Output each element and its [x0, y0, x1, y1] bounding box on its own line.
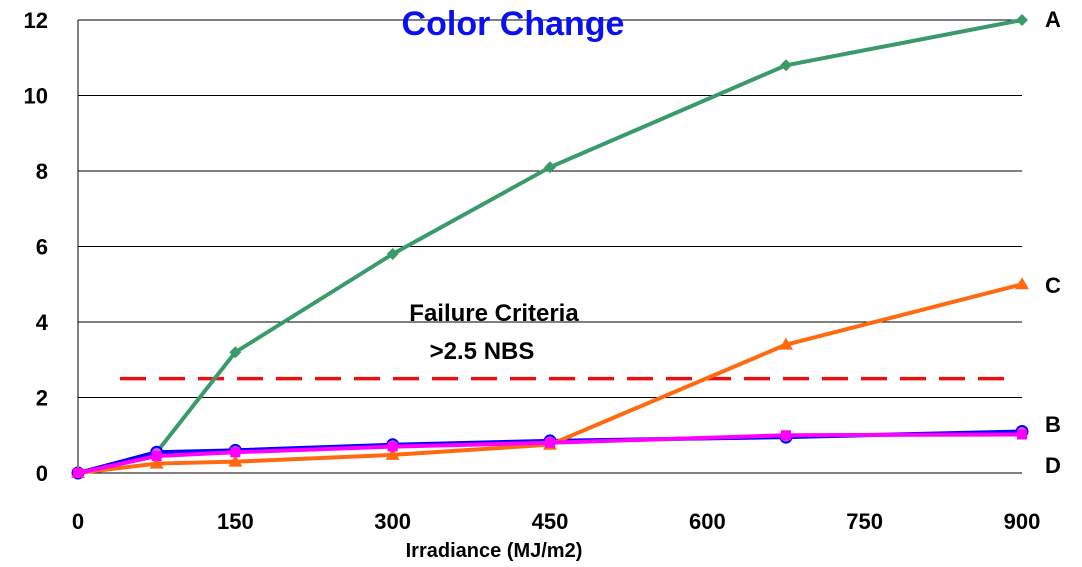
- series-label-D: D: [1045, 453, 1061, 478]
- marker-D: [545, 437, 555, 448]
- y-tick-label: 10: [24, 84, 48, 109]
- y-tick-label: 12: [24, 8, 48, 33]
- marker-A: [229, 346, 242, 359]
- series-group: A B C D: [71, 7, 1061, 480]
- marker-C: [779, 337, 793, 350]
- y-tick-label: 6: [36, 235, 48, 260]
- series-D: D: [73, 429, 1061, 478]
- marker-D: [1017, 429, 1027, 440]
- marker-D: [73, 468, 83, 478]
- y-tick-label: 4: [36, 310, 49, 335]
- marker-D: [230, 447, 241, 458]
- marker-A: [780, 59, 792, 72]
- y-tick-label: 8: [36, 159, 48, 184]
- threshold-label-line2: >2.5 NBS: [430, 338, 535, 365]
- marker-C: [228, 454, 243, 467]
- x-tick-label: 150: [217, 509, 254, 534]
- x-tick-label: 450: [532, 509, 569, 534]
- marker-D: [151, 451, 162, 462]
- x-tick-label: 300: [374, 509, 411, 534]
- y-tick-label: 2: [36, 386, 48, 411]
- series-label-B: B: [1045, 412, 1061, 437]
- chart-title: Color Change: [402, 5, 625, 43]
- x-tick-label: 600: [689, 509, 726, 534]
- y-tick-label: 0: [36, 461, 48, 486]
- marker-C: [1015, 277, 1029, 290]
- marker-D: [387, 441, 398, 452]
- series-B: B: [71, 412, 1061, 480]
- series-label-A: A: [1045, 7, 1061, 32]
- marker-C: [385, 447, 400, 460]
- x-axis-title: Irradiance (MJ/m2): [406, 540, 583, 562]
- x-tick-label: 750: [846, 509, 883, 534]
- tick-labels: 0 2 4 6 8 10 12 0 150 300 450 600 750 900: [24, 8, 1041, 534]
- x-tick-label: 0: [72, 509, 84, 534]
- x-tick-label: 900: [1004, 509, 1041, 534]
- marker-A: [1016, 14, 1028, 26]
- gridlines: [77, 19, 1022, 474]
- marker-C: [149, 456, 164, 469]
- marker-A: [544, 161, 556, 174]
- marker-D: [781, 430, 791, 441]
- series-label-C: C: [1045, 273, 1061, 298]
- marker-A: [386, 248, 399, 261]
- series-A: A: [72, 7, 1061, 479]
- threshold-label-line1: Failure Criteria: [409, 300, 579, 327]
